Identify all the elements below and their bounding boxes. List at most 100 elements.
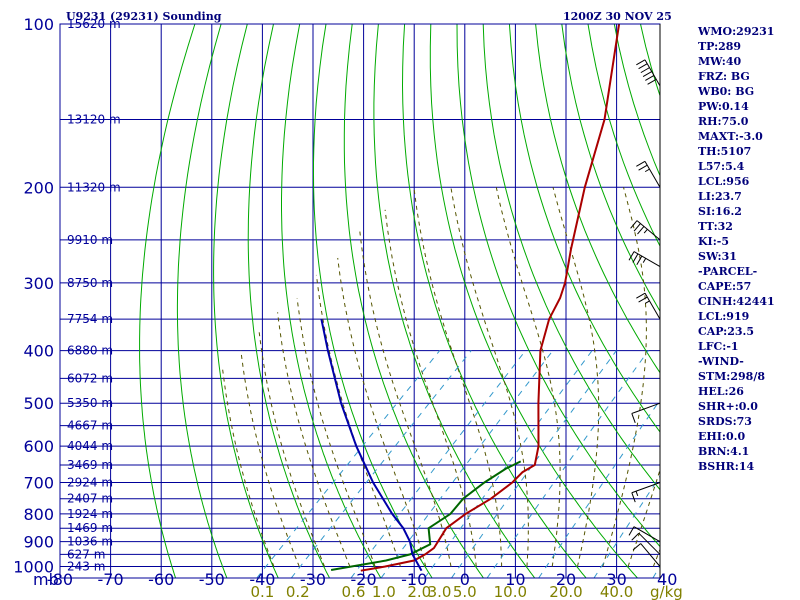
dewpoint-profile	[330, 460, 522, 571]
moist-adiabat	[552, 187, 600, 567]
stat-item: SRDS:73	[698, 415, 752, 428]
height-label: 243 m	[67, 560, 105, 574]
height-label: 7754 m	[67, 312, 113, 326]
temperature-tick-label: -50	[199, 570, 225, 589]
height-label: 15620 m	[67, 17, 121, 31]
mixing-ratio-line	[380, 350, 554, 578]
station-title: U9231 (29231) Sounding	[66, 10, 222, 23]
pressure-tick-label: 700	[23, 473, 54, 492]
mixing-ratio-label: 1.0	[372, 583, 396, 600]
stat-item: CINH:42441	[698, 295, 775, 308]
dry-adiabat	[281, 24, 382, 578]
stat-item: FRZ: BG	[698, 70, 750, 83]
mixing-ratio-label: 40.0	[600, 583, 633, 600]
stat-item: PW:0.14	[698, 100, 749, 113]
temperature-tick-label: 30	[606, 570, 626, 589]
stat-item: TT:32	[698, 220, 733, 233]
wind-barb-feather	[645, 74, 655, 81]
dry-adiabat	[373, 24, 536, 578]
moist-adiabat	[450, 187, 529, 567]
wind-barb-feather	[638, 296, 648, 303]
wind-barb-feather	[628, 251, 635, 261]
stat-item: L57:5.4	[698, 160, 745, 173]
wind-barb-feather	[631, 413, 636, 424]
moist-adiabat	[359, 230, 452, 567]
wind-barb-feather	[647, 78, 657, 85]
pressure-tick-label: 900	[23, 533, 54, 552]
height-label: 9910 m	[67, 233, 113, 247]
height-label: 6072 m	[67, 371, 113, 385]
wind-barb-half-feather	[644, 168, 650, 173]
height-label: 627 m	[67, 547, 105, 561]
temperature-tick-label: -60	[148, 570, 174, 589]
wind-barb-feather	[631, 492, 636, 503]
mixing-ratio-line	[424, 350, 593, 578]
moist-adiabat	[627, 468, 660, 567]
pressure-tick-label: 800	[23, 505, 54, 524]
height-label: 4667 m	[67, 419, 113, 433]
wind-barb	[636, 160, 661, 188]
dry-adiabat	[535, 24, 660, 374]
sounding-indices-panel: WMO:29231 TP:289 MW:40 FRZ: BG WB0: BG PW:0.1…	[698, 24, 775, 474]
stat-item: BSHR:14	[698, 460, 755, 473]
stat-item: WB0: BG	[698, 85, 755, 98]
stat-item: STM:298/8	[698, 370, 765, 383]
mixing-ratio-label: 0.6	[342, 583, 366, 600]
pressure-tick-label: 500	[23, 394, 54, 413]
moist-adiabat	[221, 367, 275, 567]
stat-item: HEL:26	[698, 385, 744, 398]
dry-adiabat	[176, 24, 228, 578]
pressure-tick-label: 100	[23, 15, 54, 34]
mixing-ratio-label: 0.2	[286, 583, 310, 600]
wind-barb-half-feather	[643, 228, 648, 234]
height-label: 1036 m	[67, 535, 113, 549]
height-label: 5350 m	[67, 396, 113, 410]
mixing-ratio-line	[350, 350, 526, 578]
pressure-tick-label: 1000	[13, 558, 54, 577]
temperature-tick-label: 20	[556, 570, 576, 589]
wind-barb-feather	[636, 160, 646, 167]
mixing-ratio-line	[538, 399, 660, 578]
moist-adiabat	[602, 187, 647, 567]
moist-adiabat	[240, 350, 300, 567]
dry-adiabat	[139, 24, 196, 578]
stat-item: LCL:919	[698, 310, 750, 323]
pressure-tick-label: 600	[23, 437, 54, 456]
wind-barb	[628, 526, 661, 543]
wind-barb-feather	[633, 223, 641, 232]
dry-adiabat	[772, 24, 800, 578]
plot-area	[60, 24, 800, 578]
stat-item: SHR+:0.0	[698, 400, 758, 413]
moist-adiabat	[337, 257, 427, 567]
moist-adiabat	[296, 297, 376, 567]
wind-barb-feather	[632, 253, 639, 263]
dry-adiabat	[247, 24, 330, 578]
stat-item: SI:16.2	[698, 205, 742, 218]
stat-item: -WIND-	[698, 355, 744, 368]
wind-barb	[632, 543, 661, 567]
temperature-tick-label: 10	[505, 570, 525, 589]
moist-adiabat	[258, 332, 325, 567]
stat-item: TH:5107	[698, 145, 752, 158]
pressure-axis-label: mb	[33, 570, 59, 589]
wind-barb-staff	[644, 161, 661, 188]
height-label: 8750 m	[67, 276, 113, 290]
height-label: 4044 m	[67, 439, 113, 453]
wind-barb	[631, 402, 661, 424]
height-label: 1924 m	[67, 507, 113, 521]
height-label: 1469 m	[67, 521, 113, 535]
stat-item: -PARCEL-	[698, 265, 758, 278]
moist-adiabat	[384, 209, 477, 567]
wind-barb-half-feather	[635, 491, 639, 497]
temperature-tick-label: -20	[351, 570, 377, 589]
stat-item: MAXT:-3.0	[698, 130, 763, 143]
observation-time: 1200Z 30 NOV 25	[563, 10, 672, 23]
temperature-tick-label: -80	[47, 570, 73, 589]
stat-item: CAPE:57	[698, 280, 752, 293]
wind-barb	[628, 251, 661, 268]
wind-barb-feather	[636, 292, 646, 299]
mixing-ratio-label: 3.0	[428, 583, 452, 600]
dry-adiabat	[482, 24, 660, 491]
mixing-ratio-label: 20.0	[549, 583, 582, 600]
moist-adiabat	[413, 187, 503, 567]
